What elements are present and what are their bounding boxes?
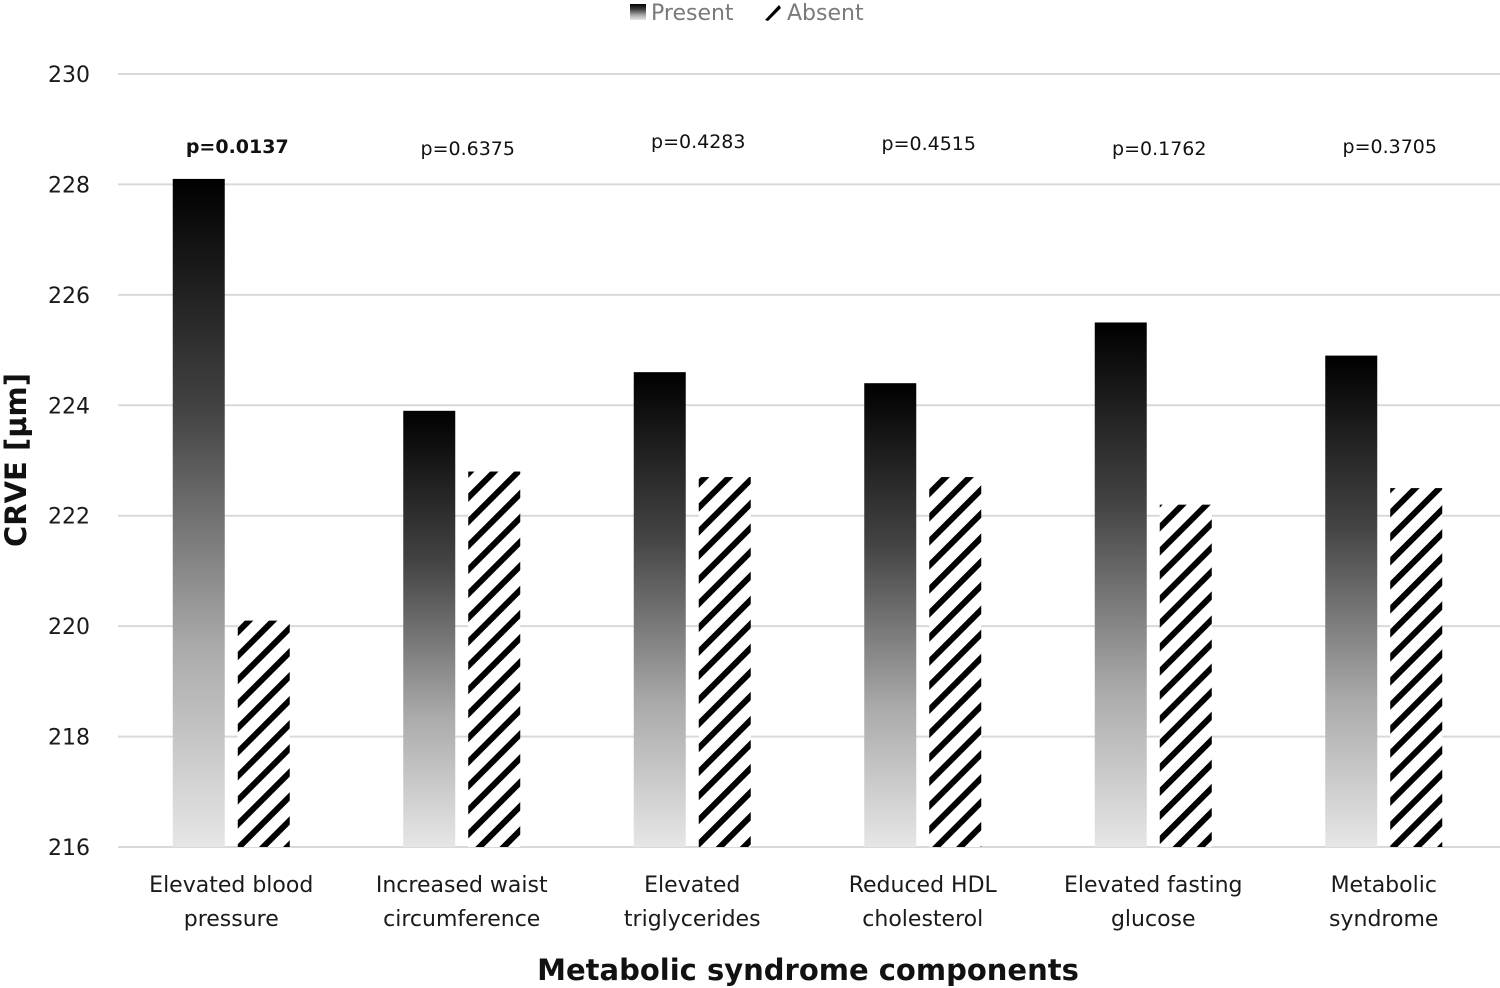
bar-present	[403, 410, 456, 847]
bar-absent	[1390, 488, 1443, 847]
y-tick-label: 230	[48, 63, 90, 88]
bar-present	[633, 372, 686, 847]
x-tick-label: cholesterol	[862, 907, 983, 932]
x-tick-label: Elevated	[644, 873, 740, 898]
x-tick-label: glucose	[1111, 907, 1196, 932]
bar-absent	[1159, 504, 1212, 847]
legend-label-absent: Absent	[787, 1, 864, 26]
y-axis-title: CRVE [µm]	[0, 373, 33, 547]
y-tick-label: 218	[48, 726, 90, 751]
bar-absent	[698, 477, 751, 847]
bar-present	[1094, 322, 1147, 847]
y-tick-label: 220	[48, 615, 90, 640]
y-tick-label: 228	[48, 173, 90, 198]
legend: Present Absent	[630, 1, 864, 26]
gridlines	[118, 73, 1500, 848]
y-tick-label: 216	[48, 836, 90, 861]
bar-present	[172, 178, 225, 847]
bar-absent	[929, 477, 982, 847]
bar-present	[1325, 355, 1378, 847]
p-value-label: p=0.4515	[882, 133, 976, 155]
bar-present	[864, 383, 917, 847]
p-value-label: p=0.0137	[186, 136, 289, 158]
x-tick-labels: Elevated blood pressure Increased waist cir…	[149, 873, 1438, 932]
x-tick-label: Elevated fasting	[1064, 873, 1243, 898]
x-tick-label: syndrome	[1329, 907, 1438, 932]
p-value-label: p=0.1762	[1112, 138, 1206, 160]
legend-swatch-absent	[764, 4, 781, 21]
y-tick-label: 222	[48, 505, 90, 530]
x-tick-label: Metabolic	[1331, 873, 1437, 898]
p-value-annotations: p=0.0137 p=0.6375 p=0.4283 p=0.4515 p=0.1762…	[186, 131, 1437, 160]
x-axis-title: Metabolic syndrome components	[537, 953, 1079, 987]
bars	[172, 178, 1443, 847]
y-tick-labels: 216 218 220 222 224 226 228 230	[48, 63, 90, 861]
bar-absent	[468, 471, 521, 847]
x-tick-label: circumference	[383, 907, 540, 932]
legend-swatch-present	[630, 4, 646, 20]
bar-absent	[237, 620, 290, 847]
x-tick-label: pressure	[184, 907, 279, 932]
x-tick-label: Elevated blood	[149, 873, 313, 898]
y-tick-label: 224	[48, 394, 90, 419]
p-value-label: p=0.6375	[421, 138, 515, 160]
x-tick-label: triglycerides	[624, 907, 761, 932]
p-value-label: p=0.4283	[651, 131, 745, 153]
p-value-label: p=0.3705	[1343, 136, 1437, 158]
legend-label-present: Present	[651, 1, 734, 26]
x-tick-label: Increased waist	[376, 873, 548, 898]
x-tick-label: Reduced HDL	[849, 873, 998, 898]
y-tick-label: 226	[48, 284, 90, 309]
